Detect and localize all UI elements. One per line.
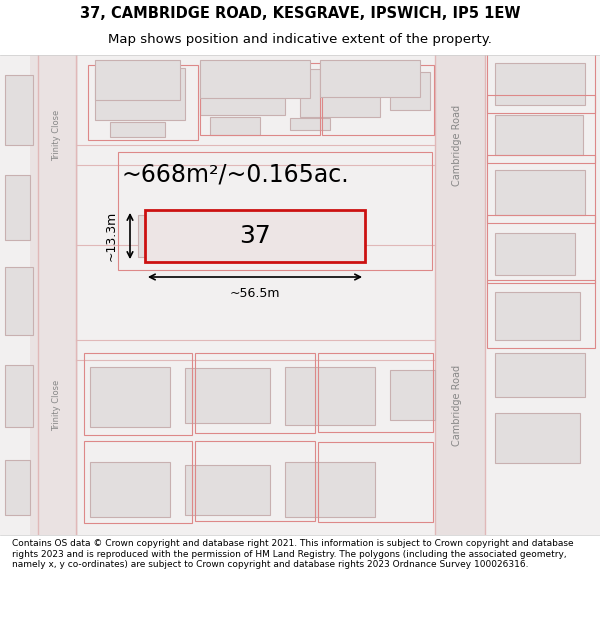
Bar [38, 55, 76, 535]
Bar [300, 69, 380, 117]
Bar [200, 60, 310, 98]
Bar [90, 462, 170, 517]
Bar [390, 72, 430, 110]
Bar [495, 115, 583, 155]
Text: ~13.3m: ~13.3m [105, 211, 118, 261]
Bar [495, 353, 585, 397]
Bar [200, 70, 285, 115]
Bar [110, 122, 165, 137]
Bar [285, 367, 375, 425]
Text: 37, CAMBRIDGE ROAD, KESGRAVE, IPSWICH, IP5 1EW: 37, CAMBRIDGE ROAD, KESGRAVE, IPSWICH, I… [80, 6, 520, 21]
Bar [322, 65, 434, 135]
Bar [200, 63, 320, 135]
Bar [210, 117, 260, 135]
Bar [435, 55, 485, 535]
Text: Trinity Close: Trinity Close [53, 109, 62, 161]
Text: Trinity Close: Trinity Close [53, 379, 62, 431]
Bar [84, 441, 192, 523]
Text: 37: 37 [239, 224, 271, 248]
Bar [95, 60, 180, 100]
Bar [5, 365, 33, 427]
Text: Contains OS data © Crown copyright and database right 2021. This information is : Contains OS data © Crown copyright and d… [12, 539, 574, 569]
Bar [487, 45, 595, 113]
Bar [185, 368, 270, 423]
Bar [185, 465, 270, 515]
Bar [495, 233, 575, 275]
Bar [495, 413, 580, 463]
Bar [318, 442, 433, 522]
Bar [487, 155, 595, 223]
Bar [118, 152, 432, 270]
Bar [487, 215, 595, 283]
FancyBboxPatch shape [30, 55, 78, 535]
Bar [285, 462, 375, 517]
Text: Cambridge Road: Cambridge Road [452, 104, 462, 186]
Bar [495, 63, 585, 105]
Bar [487, 95, 595, 163]
Bar [195, 353, 315, 433]
Bar [138, 215, 193, 257]
Bar [145, 210, 365, 262]
Bar [318, 353, 433, 432]
Bar [487, 280, 595, 348]
Bar [5, 75, 33, 145]
Text: Cambridge Road: Cambridge Road [452, 364, 462, 446]
Bar [5, 267, 33, 335]
Bar [95, 68, 185, 120]
Bar [390, 370, 435, 420]
Bar [5, 175, 30, 240]
Bar [84, 353, 192, 435]
Bar [495, 170, 585, 215]
Bar [88, 65, 198, 140]
Bar [495, 292, 580, 340]
Text: Map shows position and indicative extent of the property.: Map shows position and indicative extent… [108, 33, 492, 46]
Text: ~56.5m: ~56.5m [230, 287, 280, 300]
Bar [90, 367, 170, 427]
Text: ~668m²/~0.165ac.: ~668m²/~0.165ac. [121, 163, 349, 187]
Bar [320, 60, 420, 97]
Bar [5, 460, 30, 515]
Bar [290, 118, 330, 130]
Bar [195, 441, 315, 521]
